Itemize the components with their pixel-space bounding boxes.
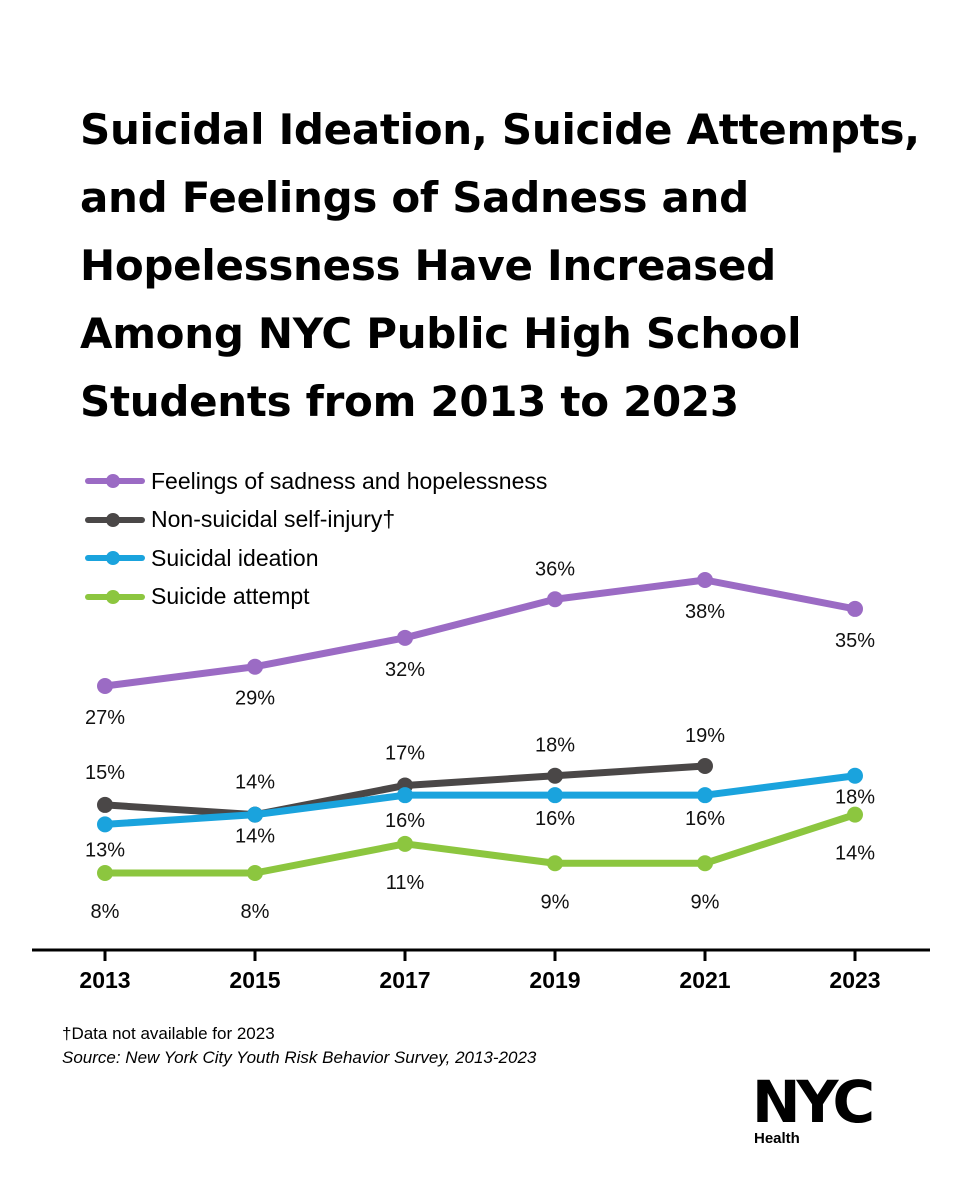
data-point-attempt	[547, 855, 563, 872]
source-note: Source: New York City Youth Risk Behavio…	[62, 1048, 537, 1067]
data-label-ideation: 16%	[385, 810, 425, 832]
data-point-sadness	[397, 629, 413, 646]
legend-item-self-injury: Non-suicidal self-injury†	[85, 501, 547, 540]
data-label-self-injury: 14%	[235, 772, 275, 794]
logo-text: NYC	[752, 1068, 875, 1136]
legend-swatch-ideation	[85, 547, 145, 569]
data-label-attempt: 9%	[541, 891, 570, 913]
legend: Feelings of sadness and hopelessness Non…	[85, 462, 547, 616]
data-label-attempt: 8%	[241, 901, 270, 923]
data-label-sadness: 32%	[385, 659, 425, 681]
legend-dot	[106, 551, 120, 566]
legend-dot	[106, 512, 120, 527]
legend-label-self-injury: Non-suicidal self-injury†	[151, 506, 396, 533]
data-label-ideation: 16%	[685, 808, 725, 830]
x-tick-label: 2017	[379, 967, 430, 993]
series-line-attempt	[101, 811, 859, 877]
data-label-ideation: 14%	[235, 826, 275, 848]
series-line-ideation	[101, 772, 859, 828]
data-label-ideation: 18%	[835, 787, 875, 809]
legend-swatch-self-injury	[85, 509, 145, 531]
data-label-attempt: 9%	[691, 891, 720, 913]
data-point-sadness	[97, 678, 113, 694]
x-tick-label: 2013	[79, 967, 130, 993]
x-tick-label: 2021	[679, 967, 730, 993]
legend-label-attempt: Suicide attempt	[151, 583, 310, 610]
legend-dot	[106, 474, 120, 489]
data-point-attempt	[97, 865, 113, 881]
x-tick-label: 2019	[529, 967, 580, 993]
legend-swatch-sadness	[85, 470, 145, 492]
data-label-sadness: 35%	[835, 630, 875, 652]
data-point-ideation	[547, 787, 563, 804]
data-point-ideation	[97, 816, 113, 833]
data-label-attempt: 8%	[91, 901, 120, 923]
legend-swatch-attempt	[85, 586, 145, 608]
data-label-sadness: 36%	[535, 558, 575, 580]
data-point-ideation	[397, 787, 413, 804]
chart-title: Suicidal Ideation, Suicide Attempts, and…	[80, 105, 920, 426]
data-label-ideation: 13%	[85, 839, 125, 861]
x-tick-label: 2015	[229, 967, 280, 993]
series-line-sadness	[101, 576, 859, 690]
data-point-attempt	[847, 806, 863, 823]
data-point-self-injury	[547, 767, 563, 784]
legend-item-attempt: Suicide attempt	[85, 578, 547, 617]
legend-label-sadness: Feelings of sadness and hopelessness	[151, 467, 548, 494]
data-label-ideation: 16%	[535, 808, 575, 830]
data-label-attempt: 11%	[386, 872, 425, 894]
line-chart: 2013 2015 2017 2019 2021 2023 27% 29% 32% 36% 38% 3…	[32, 558, 930, 993]
footnote: †Data not available for 2023	[62, 1024, 275, 1043]
data-point-sadness	[547, 591, 563, 608]
data-label-self-injury: 19%	[685, 725, 725, 747]
data-point-ideation	[247, 806, 263, 823]
data-point-sadness	[247, 658, 263, 675]
data-point-attempt	[697, 855, 713, 872]
nyc-health-logo: NYC Health	[752, 1068, 894, 1148]
data-point-attempt	[397, 835, 413, 852]
data-point-sadness	[697, 572, 713, 588]
legend-dot	[106, 589, 120, 604]
data-point-self-injury	[697, 758, 713, 774]
data-label-sadness: 27%	[85, 707, 125, 729]
data-point-self-injury	[97, 796, 113, 813]
x-tick-label: 2023	[829, 967, 880, 993]
logo-subtext: Health	[754, 1130, 800, 1147]
data-point-sadness	[847, 600, 863, 617]
legend-label-ideation: Suicidal ideation	[151, 544, 319, 571]
legend-item-ideation: Suicidal ideation	[85, 539, 547, 578]
data-point-ideation	[847, 767, 863, 784]
data-label-attempt: 14%	[835, 843, 875, 865]
legend-item-sadness: Feelings of sadness and hopelessness	[85, 462, 547, 501]
data-label-self-injury: 18%	[535, 735, 575, 757]
data-label-sadness: 38%	[685, 601, 725, 623]
data-point-attempt	[247, 865, 263, 881]
data-label-self-injury: 15%	[85, 762, 125, 784]
data-label-self-injury: 17%	[385, 742, 425, 764]
data-label-sadness: 29%	[235, 688, 275, 710]
data-point-ideation	[697, 787, 713, 804]
